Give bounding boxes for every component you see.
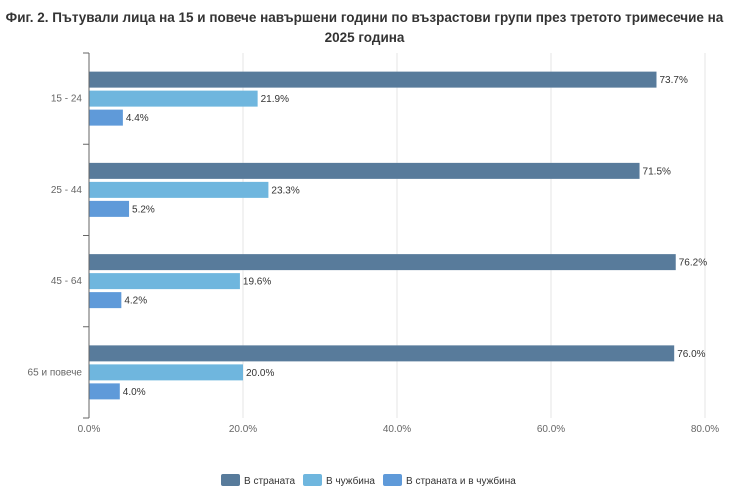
- chart-title: Фиг. 2. Пътували лица на 15 и повече нав…: [5, 10, 724, 45]
- data-label: 5.2%: [132, 204, 155, 215]
- x-tick-label: 20.0%: [229, 424, 257, 435]
- bar[interactable]: [89, 345, 675, 362]
- legend-label[interactable]: В страната и в чужбина: [406, 475, 516, 487]
- bar[interactable]: [89, 162, 640, 179]
- category-label: 25 - 44: [51, 185, 83, 196]
- x-tick-label: 60.0%: [537, 424, 565, 435]
- bar[interactable]: [89, 383, 120, 400]
- bar[interactable]: [89, 181, 269, 198]
- legend-swatch[interactable]: [383, 474, 402, 486]
- bar[interactable]: [89, 273, 240, 290]
- bar[interactable]: [89, 292, 122, 309]
- data-label: 4.4%: [126, 113, 149, 124]
- data-label: 73.7%: [659, 75, 687, 86]
- legend-swatch[interactable]: [303, 474, 322, 486]
- legend-label[interactable]: В страната: [244, 476, 295, 487]
- category-label: 45 - 64: [51, 276, 83, 287]
- data-label: 4.2%: [124, 296, 147, 307]
- data-label: 76.2%: [679, 258, 707, 269]
- legend-swatch[interactable]: [221, 474, 240, 486]
- bar[interactable]: [89, 364, 243, 381]
- bar[interactable]: [89, 90, 258, 107]
- legend-label[interactable]: В чужбина: [326, 475, 375, 487]
- bar[interactable]: [89, 109, 123, 126]
- data-label: 4.0%: [123, 387, 146, 398]
- data-label: 19.6%: [243, 277, 271, 288]
- bar[interactable]: [89, 200, 130, 217]
- x-tick-label: 80.0%: [691, 424, 719, 435]
- data-label: 23.3%: [271, 185, 299, 196]
- category-label: 15 - 24: [51, 94, 83, 105]
- bar[interactable]: [89, 254, 676, 271]
- data-label: 71.5%: [643, 166, 671, 177]
- category-label: 65 и повече: [28, 367, 83, 378]
- data-label: 76.0%: [677, 349, 705, 360]
- data-label: 20.0%: [246, 368, 274, 379]
- x-tick-label: 0.0%: [78, 424, 101, 435]
- x-tick-label: 40.0%: [383, 424, 411, 435]
- bar[interactable]: [89, 71, 657, 88]
- data-label: 21.9%: [261, 94, 289, 105]
